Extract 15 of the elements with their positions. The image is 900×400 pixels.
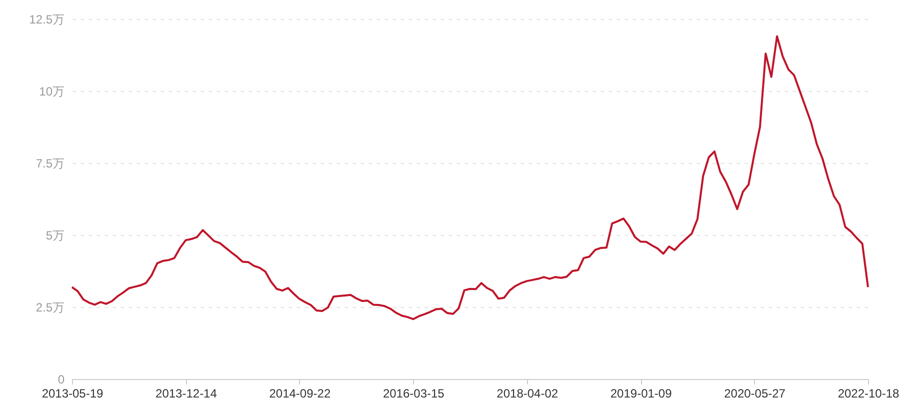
y-tick-label: 10万	[39, 84, 64, 98]
y-tick-label: 7.5万	[36, 156, 64, 170]
y-tick-label: 12.5万	[29, 12, 64, 26]
line-series	[71, 35, 869, 320]
x-tick-label: 2013-05-19	[42, 386, 104, 400]
y-tick-label: 2.5万	[36, 300, 64, 314]
x-tick-label: 2018-04-02	[496, 386, 558, 400]
x-tick-label: 2016-03-15	[382, 386, 445, 400]
y-tick-label: 0	[58, 372, 65, 386]
x-tick-label: 2019-01-09	[610, 386, 672, 400]
x-tick-label: 2020-05-27	[724, 386, 786, 400]
x-tick-label: 2014-09-22	[269, 386, 331, 400]
x-tick-label: 2022-10-18	[838, 386, 900, 400]
y-tick-label: 5万	[46, 228, 64, 242]
x-tick-label: 2013-12-14	[156, 386, 218, 400]
